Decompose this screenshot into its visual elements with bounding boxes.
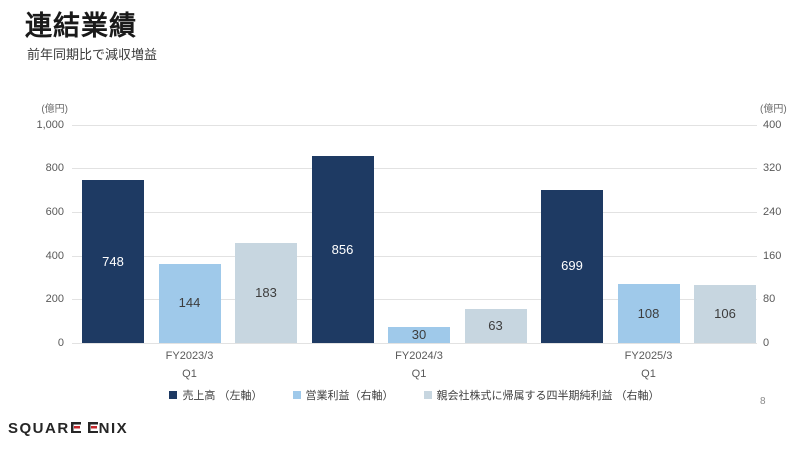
bar-value-label: 106 [714,306,736,322]
legend-label: 親会社株式に帰属する四半期純利益 （右軸） [436,390,660,402]
bar-value-label: 63 [488,317,503,333]
legend-label: 売上高 （左軸） [182,390,263,402]
gridline [72,299,757,301]
right-axis-tick: 0 [763,337,770,349]
bar-value-label: 108 [637,306,660,321]
left-axis-tick: 200 [45,293,64,306]
bar-revenue: 748 [82,179,144,343]
square-enix-logo: SQUAR NIX [8,420,128,437]
category-quarter: Q1 [411,368,427,380]
legend-item-operating-income: 営業利益（右軸） [292,387,394,403]
bar-quarterly-net-income: 63 [464,308,527,343]
legend-swatch-icon [169,391,178,399]
left-axis-tick: 800 [45,162,64,175]
right-axis-tick: 160 [763,249,782,262]
bar-revenue: 699 [541,190,603,343]
right-axis-unit-label: (億円) [760,104,787,115]
bar-value-label: 699 [561,258,583,274]
gridline [72,124,757,126]
right-axis-tick: 240 [763,205,782,218]
left-axis-tick: 1,000 [36,118,64,131]
left-axis-unit-label: (億円) [41,104,68,115]
gridline [72,255,757,257]
left-axis-tick: 600 [45,205,64,218]
right-axis-tick: 400 [763,118,782,131]
logo-text-part1: SQUAR [8,420,70,437]
gridline [72,211,757,213]
x-axis-category-label: FY2023/3 Q1 [166,347,214,383]
left-axis-tick: 0 [57,337,64,349]
page-number: 8 [760,396,766,407]
category-quarter: Q1 [641,368,656,380]
right-axis-tick: 320 [763,162,782,175]
bar-operating-income: 30 [388,326,450,343]
left-axis-tick: 400 [45,249,64,262]
bar-operating-income: 144 [158,264,221,343]
bar-value-label: 748 [102,253,124,269]
bar-revenue: 856 [311,155,374,343]
legend-label: 営業利益（右軸） [305,390,394,402]
bar-value-label: 30 [411,326,427,342]
x-axis-category-label: FY2025/3 Q1 [625,347,673,383]
page-title: 連結業績 [25,11,137,41]
chart-legend: 売上高 （左軸） 営業利益（右軸） 親会社株式に帰属する四半期純利益 （右軸） [72,387,757,403]
logo-text-part2: NIX [98,420,129,437]
logo-letter-e-icon [87,422,98,433]
legend-item-revenue: 売上高 （左軸） [169,387,263,403]
bar-quarterly-net-income: 106 [694,285,756,343]
legend-swatch-icon [292,391,301,399]
logo-letter-e-icon [70,422,81,433]
slide-subtitle: 前年同期比で減収増益 [27,47,158,62]
category-fiscal-year: FY2024/3 [395,350,443,362]
gridline [72,168,757,170]
legend-item-quarterly-net-income: 親会社株式に帰属する四半期純利益 （右軸） [423,387,660,403]
right-axis-tick: 80 [763,293,776,306]
bar-value-label: 856 [331,241,354,257]
bar-value-label: 144 [178,295,201,311]
gridline [72,343,757,344]
category-fiscal-year: FY2023/3 [165,350,214,362]
category-fiscal-year: FY2025/3 [624,350,673,362]
legend-swatch-icon [423,391,432,399]
bar-quarterly-net-income: 183 [235,243,297,343]
bar-operating-income: 108 [617,284,680,343]
x-axis-category-label: FY2024/3 Q1 [395,347,443,383]
category-quarter: Q1 [182,368,197,380]
bar-value-label: 183 [255,285,277,301]
